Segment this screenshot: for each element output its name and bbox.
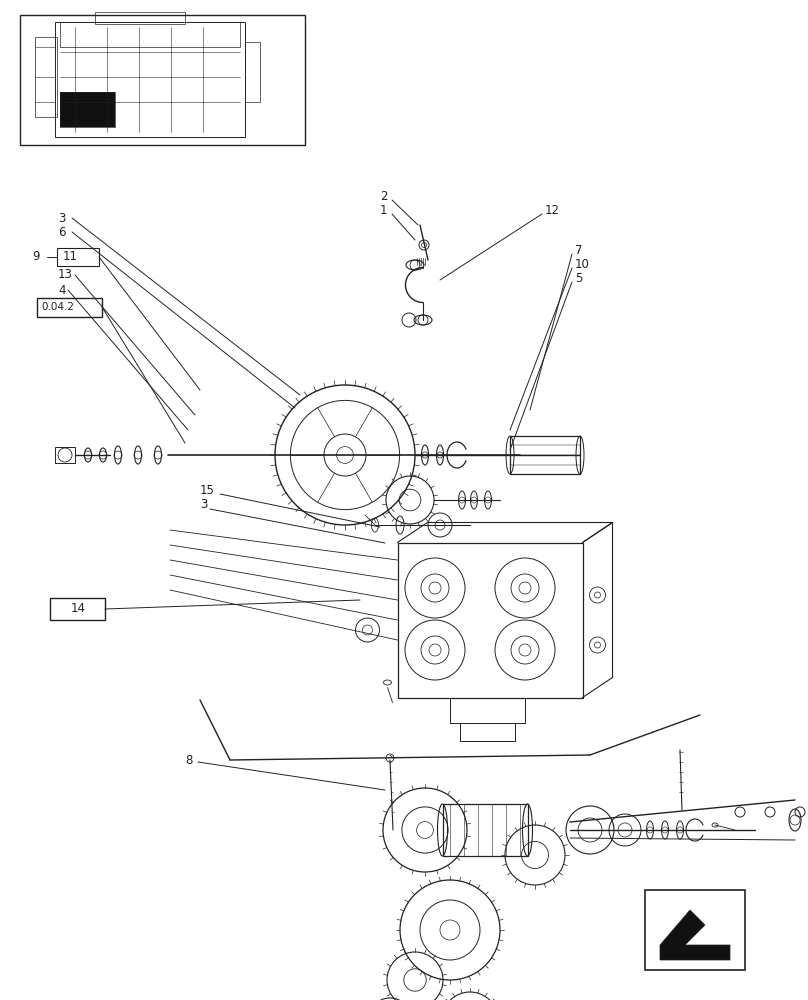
Bar [55,22,245,137]
Text: 5: 5 [575,271,583,284]
Bar [460,722,515,740]
Text: 3: 3 [58,212,65,225]
Text: 1: 1 [380,204,388,217]
Bar [35,37,57,117]
Bar [645,890,745,970]
Text: 9: 9 [32,250,40,263]
Bar [60,22,240,47]
Text: 6: 6 [58,226,65,238]
Bar [60,92,115,127]
Text: 13: 13 [58,268,73,282]
Text: 4: 4 [58,284,65,296]
Text: 8: 8 [185,754,192,766]
Text: 3: 3 [200,498,208,512]
Bar [37,298,102,317]
Bar [510,436,580,474]
Text: 11: 11 [63,250,78,263]
Bar [95,12,185,24]
Bar [60,92,115,127]
Bar [55,447,75,463]
Text: 15: 15 [200,484,215,496]
Text: 12: 12 [545,204,560,217]
Bar [443,804,528,856]
Bar [245,42,260,102]
Bar [57,248,99,266]
Polygon shape [660,910,730,960]
Text: 10: 10 [575,257,590,270]
Text: 0.04.2: 0.04.2 [41,302,74,312]
Text: 2: 2 [380,190,388,202]
Text: 7: 7 [575,243,583,256]
Bar [50,598,105,620]
Text: 14: 14 [70,602,86,615]
Bar [20,15,305,145]
Bar [398,542,583,698]
Bar [450,698,525,722]
